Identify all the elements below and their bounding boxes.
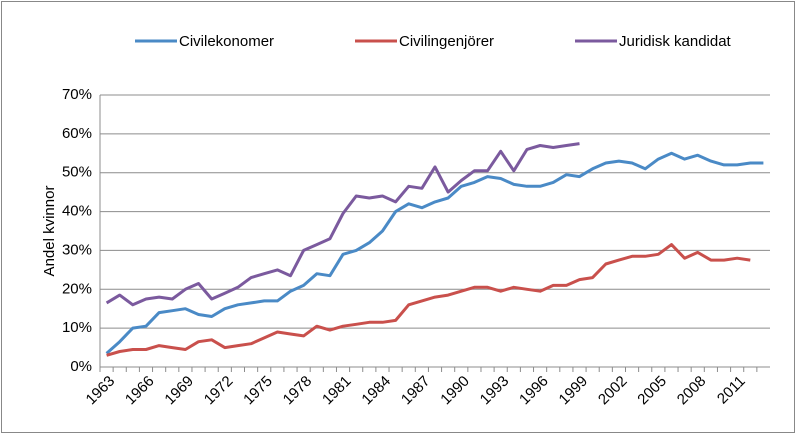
y-tick-label: 0%	[70, 358, 92, 375]
legend-label: Civilingenjörer	[399, 33, 494, 50]
series-line	[105, 142, 580, 307]
series-line	[106, 243, 751, 357]
series-line	[105, 151, 764, 355]
y-tick-label: 70%	[62, 86, 92, 103]
y-axis-title: Andel kvinnor	[41, 186, 58, 277]
y-tick-label: 20%	[62, 280, 92, 297]
legend-label: Civilekonomer	[179, 33, 274, 50]
legend-label: Juridisk kandidat	[619, 33, 732, 50]
y-tick-label: 40%	[62, 203, 92, 220]
y-tick-label: 10%	[62, 319, 92, 336]
y-tick-label: 50%	[62, 164, 92, 181]
chart-border	[1, 1, 795, 433]
y-tick-label: 30%	[62, 241, 92, 258]
y-tick-label: 60%	[62, 125, 92, 142]
